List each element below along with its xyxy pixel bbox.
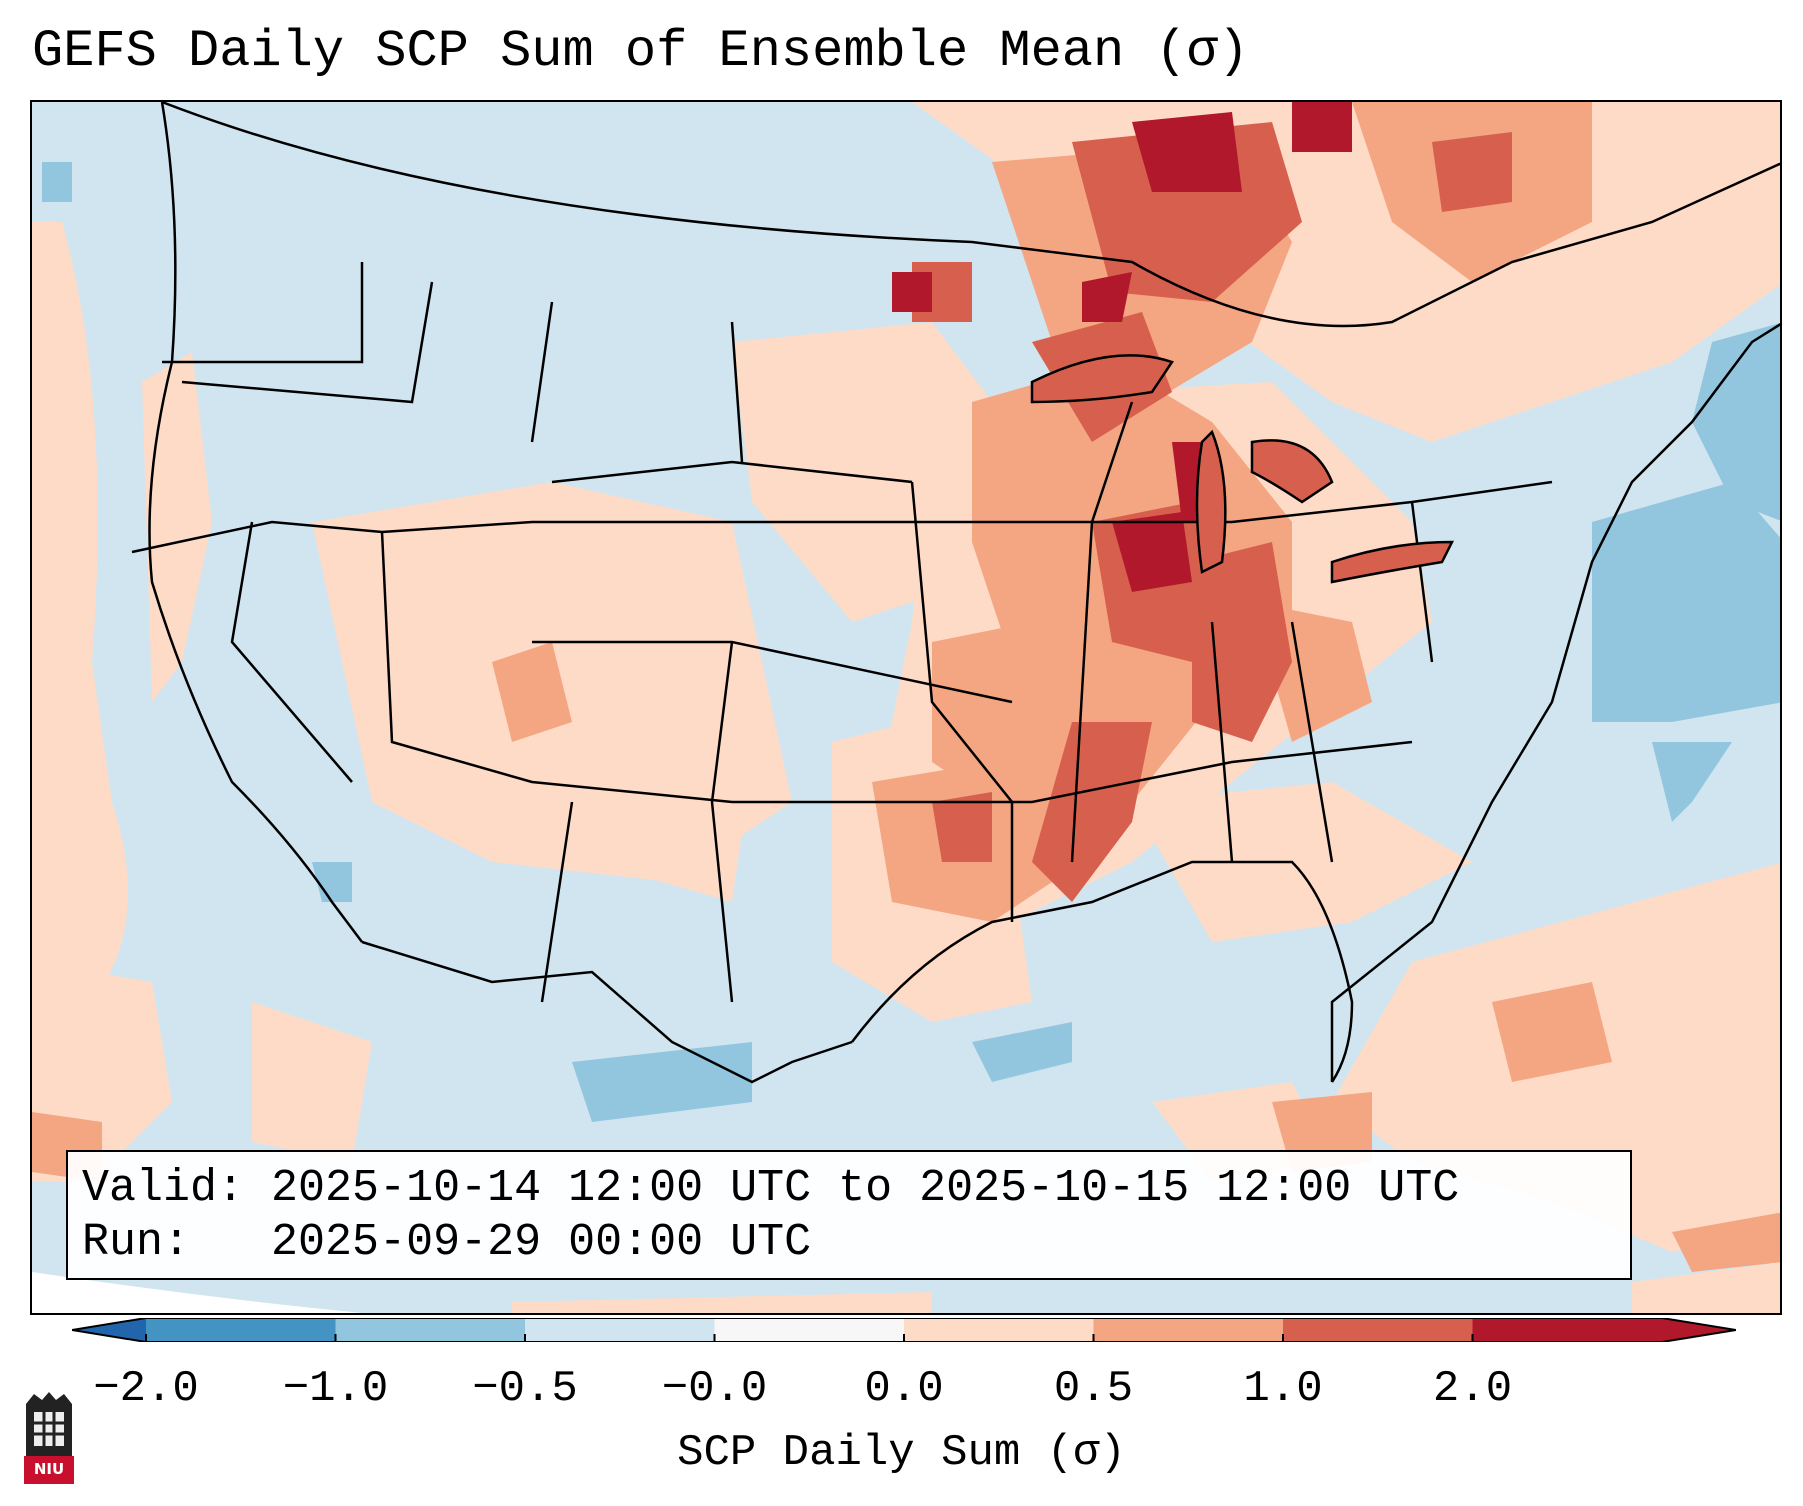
political-borders <box>131 102 1780 1084</box>
valid-label: Valid: <box>82 1163 245 1214</box>
colorbar-segment <box>1472 1318 1663 1342</box>
colorbar <box>72 1318 1736 1342</box>
colorbar-tick-label: 1.0 <box>1243 1364 1323 1414</box>
colorbar-segment <box>904 1318 1094 1342</box>
map-title: GEFS Daily SCP Sum of Ensemble Mean (σ) <box>32 22 1249 81</box>
colorbar-segment <box>1283 1318 1473 1342</box>
valid-value: 2025-10-14 12:00 UTC to 2025-10-15 12:00… <box>271 1163 1460 1214</box>
colorbar-tick-label: −0.5 <box>472 1364 578 1414</box>
run-value: 2025-09-29 00:00 UTC <box>271 1217 812 1268</box>
niu-seal-icon <box>24 1392 74 1484</box>
colorbar-tick-label: −2.0 <box>93 1364 199 1414</box>
colorbar-label: SCP Daily Sum (σ) <box>677 1428 1126 1478</box>
colorbar-segment <box>714 1318 905 1342</box>
colorbar-over-arrow <box>1662 1318 1736 1342</box>
colorbar-segment <box>525 1318 715 1342</box>
colorbar-under-arrow <box>72 1318 146 1342</box>
great-lakes <box>1030 354 1455 584</box>
logo-text: NIU <box>33 1460 65 1478</box>
colorbar-tick-label: 0.5 <box>1053 1364 1134 1414</box>
colorbar-segment <box>146 1318 336 1342</box>
valid-run-box: Valid: 2025-10-14 12:00 UTC to 2025-10-1… <box>66 1150 1632 1280</box>
domain-edge-left <box>32 1272 363 1313</box>
colorbar-tick-label: −1.0 <box>282 1364 389 1414</box>
map-panel[interactable] <box>30 100 1782 1315</box>
run-label: Run: <box>82 1217 191 1268</box>
colorbar-segment <box>1093 1318 1284 1342</box>
colorbar-tick-label: −0.0 <box>661 1364 768 1414</box>
niu-logo: NIU <box>20 1390 78 1486</box>
colorbar-segment <box>335 1318 526 1342</box>
colorbar-tick-label: 0.0 <box>864 1364 944 1414</box>
colorbar-tick-label: 2.0 <box>1432 1364 1513 1414</box>
scp-negative <box>42 162 1780 1122</box>
scp-map <box>32 102 1780 1313</box>
